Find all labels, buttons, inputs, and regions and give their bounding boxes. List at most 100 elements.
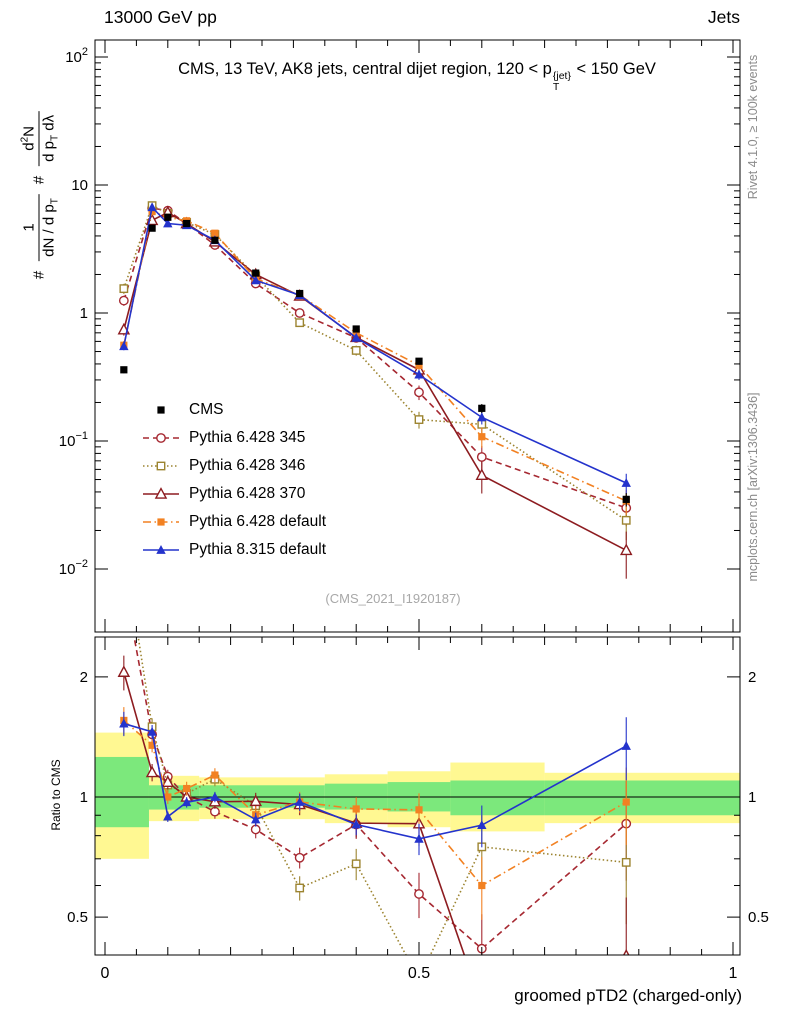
legend-marker-icon: [143, 461, 179, 471]
data-point: [181, 797, 192, 807]
plot-title: CMS, 13 TeV, AK8 jets, central dijet reg…: [178, 60, 656, 92]
data-point: [294, 852, 305, 863]
data-point: [477, 820, 487, 830]
x-tick-label: 0: [101, 965, 110, 982]
data-point: [294, 796, 305, 806]
x-tick-label: 0.5: [408, 965, 430, 982]
data-point: [251, 275, 261, 285]
legend-marker-icon: [143, 518, 179, 526]
data-point: [164, 213, 172, 221]
legend-marker-icon: [143, 433, 179, 443]
pt-jet-sup: {jet}: [552, 70, 571, 83]
data-point: [294, 308, 305, 318]
main-frame: [94, 39, 741, 633]
data-point: [477, 412, 487, 422]
data-point: [351, 819, 361, 829]
series-line: [123, 204, 627, 521]
data-point: [351, 332, 361, 342]
main-y-tick-label: 10: [71, 177, 88, 194]
data-point: [183, 219, 191, 228]
data-point: [147, 202, 157, 212]
data-point: [352, 325, 360, 333]
legend: CMS Pythia 6.428 345 Pythia 6.428 346 Pythi…: [142, 396, 326, 564]
ratio-y-tick-label-right: 1: [748, 789, 756, 806]
analysis-id-watermark: (CMS_2021_I1920187): [325, 591, 461, 606]
legend-label: Pythia 6.428 345: [189, 429, 306, 446]
hash-symbol: #: [30, 270, 48, 280]
analysis-group-label: Jets: [707, 7, 740, 27]
main-y-tick-label: 1: [80, 305, 88, 322]
data-point: [161, 775, 175, 787]
data-point: [414, 833, 424, 843]
data-point: [622, 948, 630, 955]
ratio-y-tick-label-right: 2: [748, 669, 756, 686]
series-pythia-8-315-default: [119, 711, 631, 856]
ratio-y-tick-label-right: 0.5: [748, 909, 769, 926]
main-y-axis-label: #1 dN / d pT # d2N d pT dλ: [19, 106, 61, 284]
axis-ticks: [95, 40, 740, 955]
data-point: [621, 515, 631, 525]
data-point: [619, 543, 633, 556]
data-point: [117, 665, 131, 677]
data-point: [183, 784, 191, 793]
legend-marker-icon: [157, 406, 165, 414]
ratio-y-tick-label: 2: [80, 669, 88, 686]
data-point: [163, 218, 173, 228]
data-point: [414, 415, 424, 424]
data-point: [120, 540, 127, 547]
series-line: [123, 207, 627, 509]
data-point: [621, 857, 631, 867]
uncertainty-band-green: [544, 780, 740, 816]
data-point: [414, 889, 424, 899]
data-point: [478, 404, 486, 412]
legend-item: CMS: [142, 396, 326, 424]
data-point: [622, 495, 630, 503]
legend-label: CMS: [189, 401, 224, 418]
data-point: [414, 369, 424, 379]
data-point: [295, 318, 305, 328]
beam-energy-label: 13000 GeV pp: [104, 7, 217, 27]
legend-item: Pythia 6.428 345: [142, 424, 326, 452]
rivet-version-note: Rivet 4.1.0, ≥ 100k events: [746, 54, 760, 200]
data-point: [415, 806, 423, 814]
series-pythia-6-428-370: [117, 655, 630, 955]
data-point: [211, 771, 219, 779]
data-point: [120, 366, 128, 374]
data-point: [119, 718, 129, 728]
data-point: [163, 811, 173, 821]
data-point: [478, 433, 486, 441]
data-point: [351, 859, 361, 869]
data-point: [621, 477, 631, 487]
data-point: [164, 793, 172, 801]
series-line: [137, 637, 627, 955]
data-point: [622, 798, 630, 806]
legend-label: Pythia 6.428 346: [189, 457, 306, 474]
legend-item: Pythia 8.315 default: [142, 536, 326, 564]
fraction-1: 1 dN / d pT: [20, 194, 60, 261]
data-point: [415, 357, 423, 365]
series-line: [123, 671, 466, 955]
data-point: [295, 883, 305, 893]
ratio-panel-series: [117, 540, 632, 955]
ratio-y-tick-label: 0.5: [67, 909, 88, 926]
data-point: [210, 792, 220, 801]
data-point: [296, 289, 304, 298]
data-point: [352, 805, 360, 813]
data-point: [120, 577, 128, 585]
series-cms: [120, 213, 630, 507]
uncertainty-band-green: [450, 780, 545, 816]
data-point: [476, 452, 487, 462]
data-point: [251, 814, 261, 824]
data-point: [249, 794, 262, 807]
mcplots-reference-note: mcplots.cern.ch [arXiv:1306.3436]: [746, 392, 760, 582]
pt-jet-sub: T: [552, 80, 560, 93]
data-point: [119, 284, 129, 294]
main-y-tick-label: 10−2: [59, 558, 88, 578]
data-point: [211, 229, 219, 237]
uncertainty-band-green: [95, 756, 149, 828]
data-point: [414, 387, 424, 398]
data-point: [148, 224, 156, 232]
main-y-tick-label: 102: [65, 46, 88, 66]
legend-item: Pythia 6.428 346: [142, 452, 326, 480]
legend-marker-icon: [143, 487, 179, 499]
